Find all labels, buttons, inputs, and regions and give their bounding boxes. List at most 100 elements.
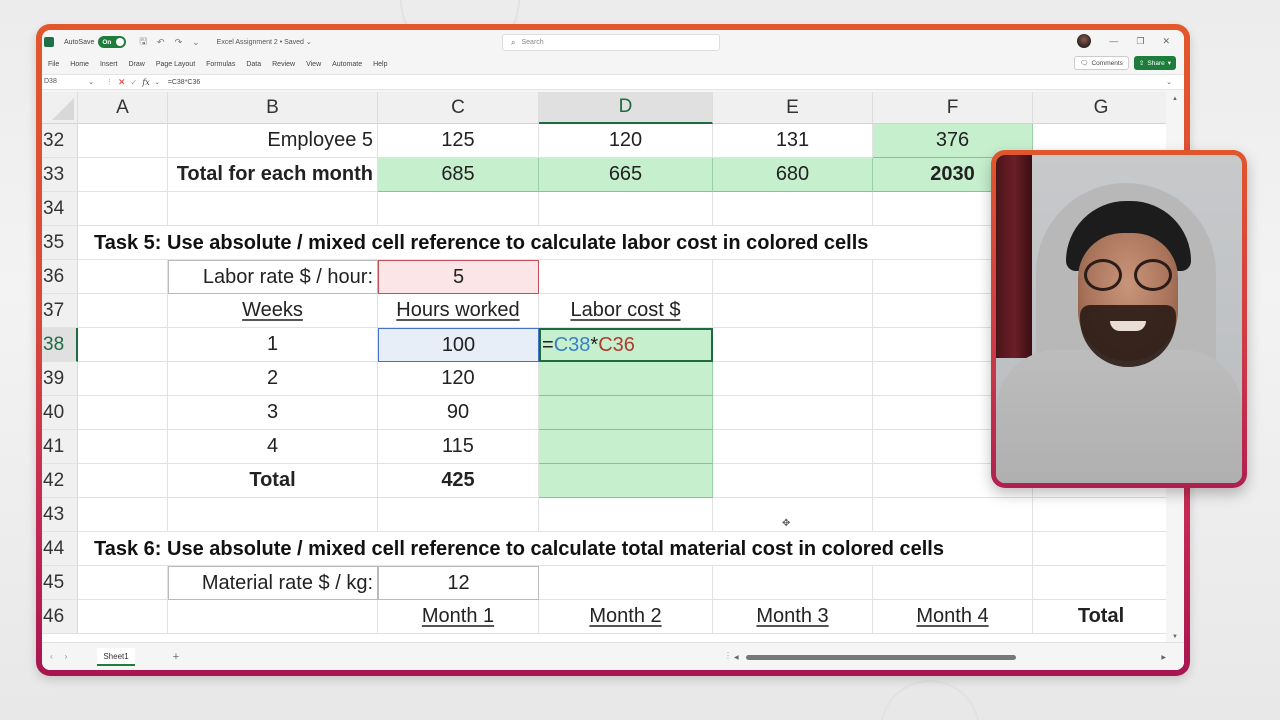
labor-cost-header[interactable]: Labor cost $ [539, 294, 713, 328]
cell[interactable] [539, 566, 713, 600]
month-3-header[interactable]: Month 3 [713, 600, 873, 634]
cell[interactable] [713, 328, 873, 362]
cell-d40[interactable] [539, 396, 713, 430]
cell[interactable] [168, 498, 378, 532]
cell-c39[interactable]: 120 [378, 362, 539, 396]
cell[interactable] [78, 532, 168, 566]
row-header[interactable]: 33 [42, 158, 78, 192]
formula-input[interactable]: =C38*C36 [167, 78, 201, 86]
cell[interactable] [713, 362, 873, 396]
sheet-next-icon[interactable]: › [64, 652, 68, 661]
add-sheet-button[interactable]: + [172, 650, 180, 663]
cell-a32[interactable] [78, 124, 168, 158]
cell[interactable] [168, 600, 378, 634]
splitter-handle-icon[interactable]: ⋮ [724, 651, 732, 660]
cell[interactable] [539, 498, 713, 532]
cell[interactable] [713, 192, 873, 226]
insert-function-icon[interactable]: fx [142, 77, 150, 87]
cell-d32[interactable]: 120 [539, 124, 713, 158]
cell[interactable] [378, 226, 539, 260]
cell-c38[interactable]: 100 [378, 328, 539, 362]
row-header[interactable]: 37 [42, 294, 78, 328]
cell[interactable] [539, 532, 713, 566]
cell[interactable] [713, 226, 873, 260]
close-icon[interactable]: ✕ [1162, 35, 1170, 46]
row-header[interactable]: 46 [42, 600, 78, 634]
cell-b33[interactable]: Total for each month [168, 158, 378, 192]
column-header-d[interactable]: D [539, 92, 713, 124]
scroll-right-icon[interactable]: ▶ [1161, 654, 1166, 661]
cell-c33[interactable]: 685 [378, 158, 539, 192]
cell[interactable] [873, 532, 1033, 566]
row-header[interactable]: 43 [42, 498, 78, 532]
cell[interactable] [539, 260, 713, 294]
cell[interactable] [713, 396, 873, 430]
cell-d38-editing[interactable]: = C38 * C36 [539, 328, 713, 362]
row-header[interactable]: 38 [42, 328, 78, 362]
cell-b32[interactable]: Employee 5 [168, 124, 378, 158]
save-icon[interactable]: 🖫 [139, 36, 148, 46]
cell-a33[interactable] [78, 158, 168, 192]
cell-c41[interactable]: 115 [378, 430, 539, 464]
cell[interactable] [713, 464, 873, 498]
total-header[interactable]: Total [1033, 600, 1170, 634]
row-header[interactable]: 44 [42, 532, 78, 566]
name-box[interactable]: D38 ⌄ [42, 78, 100, 86]
row-header[interactable]: 42 [42, 464, 78, 498]
tab-home[interactable]: Home [70, 60, 89, 68]
cell[interactable] [713, 566, 873, 600]
share-button[interactable]: ⇪ Share ▾ [1133, 56, 1176, 70]
tab-data[interactable]: Data [246, 60, 262, 68]
cell[interactable] [713, 430, 873, 464]
cell[interactable] [713, 498, 873, 532]
material-rate-value[interactable]: 12 [378, 566, 539, 600]
column-header-c[interactable]: C [378, 92, 539, 124]
autosave-toggle[interactable]: On [98, 36, 127, 48]
cell[interactable] [78, 362, 168, 396]
comments-button[interactable]: 🗨 Comments [1074, 56, 1129, 70]
tab-view[interactable]: View [306, 60, 322, 68]
material-rate-label[interactable]: Material rate $ / kg: [168, 566, 378, 600]
cell-d39[interactable] [539, 362, 713, 396]
cell-b39[interactable]: 2 [168, 362, 378, 396]
tab-help[interactable]: Help [373, 60, 388, 68]
cell[interactable] [78, 328, 168, 362]
tab-review[interactable]: Review [272, 60, 296, 68]
hours-worked-header[interactable]: Hours worked [378, 294, 539, 328]
cell-c42[interactable]: 425 [378, 464, 539, 498]
cell[interactable] [168, 192, 378, 226]
avatar[interactable] [1077, 34, 1092, 48]
cell[interactable] [78, 498, 168, 532]
cancel-icon[interactable]: ✕ [118, 76, 126, 87]
cell-b42[interactable]: Total [168, 464, 378, 498]
cell-b40[interactable]: 3 [168, 396, 378, 430]
cell[interactable] [1033, 532, 1170, 566]
column-header-b[interactable]: B [168, 92, 378, 124]
month-4-header[interactable]: Month 4 [873, 600, 1033, 634]
document-title[interactable]: Excel Assignment 2 • Saved ⌄ [216, 39, 312, 46]
cell[interactable] [873, 498, 1033, 532]
cell-e32[interactable]: 131 [713, 124, 873, 158]
column-header-a[interactable]: A [78, 92, 168, 124]
tab-automate[interactable]: Automate [332, 60, 363, 68]
cell[interactable] [713, 532, 873, 566]
spreadsheet-grid[interactable]: A B C D E F G 32 Employee 5 125 120 131 … [42, 92, 1170, 642]
cell-c32[interactable]: 125 [378, 124, 539, 158]
cell[interactable] [378, 192, 539, 226]
row-header[interactable]: 41 [42, 430, 78, 464]
row-header[interactable]: 34 [42, 192, 78, 226]
cell[interactable] [713, 260, 873, 294]
weeks-header[interactable]: Weeks [168, 294, 378, 328]
row-header[interactable]: 40 [42, 396, 78, 430]
scroll-left-icon[interactable]: ◀ [734, 654, 739, 661]
undo-icon[interactable]: ↶ [157, 36, 165, 47]
sheet-tab-sheet1[interactable]: Sheet1 [97, 647, 135, 666]
scroll-down-icon[interactable]: ▼ [1172, 634, 1178, 640]
sheet-prev-icon[interactable]: ‹ [50, 652, 53, 661]
row-header[interactable]: 45 [42, 566, 78, 600]
labor-rate-value[interactable]: 5 [378, 260, 539, 294]
month-1-header[interactable]: Month 1 [378, 600, 539, 634]
cell[interactable] [78, 464, 168, 498]
horizontal-scrollbar[interactable]: ◀ ▶ [734, 652, 1166, 662]
row-header[interactable]: 35 [42, 226, 78, 260]
